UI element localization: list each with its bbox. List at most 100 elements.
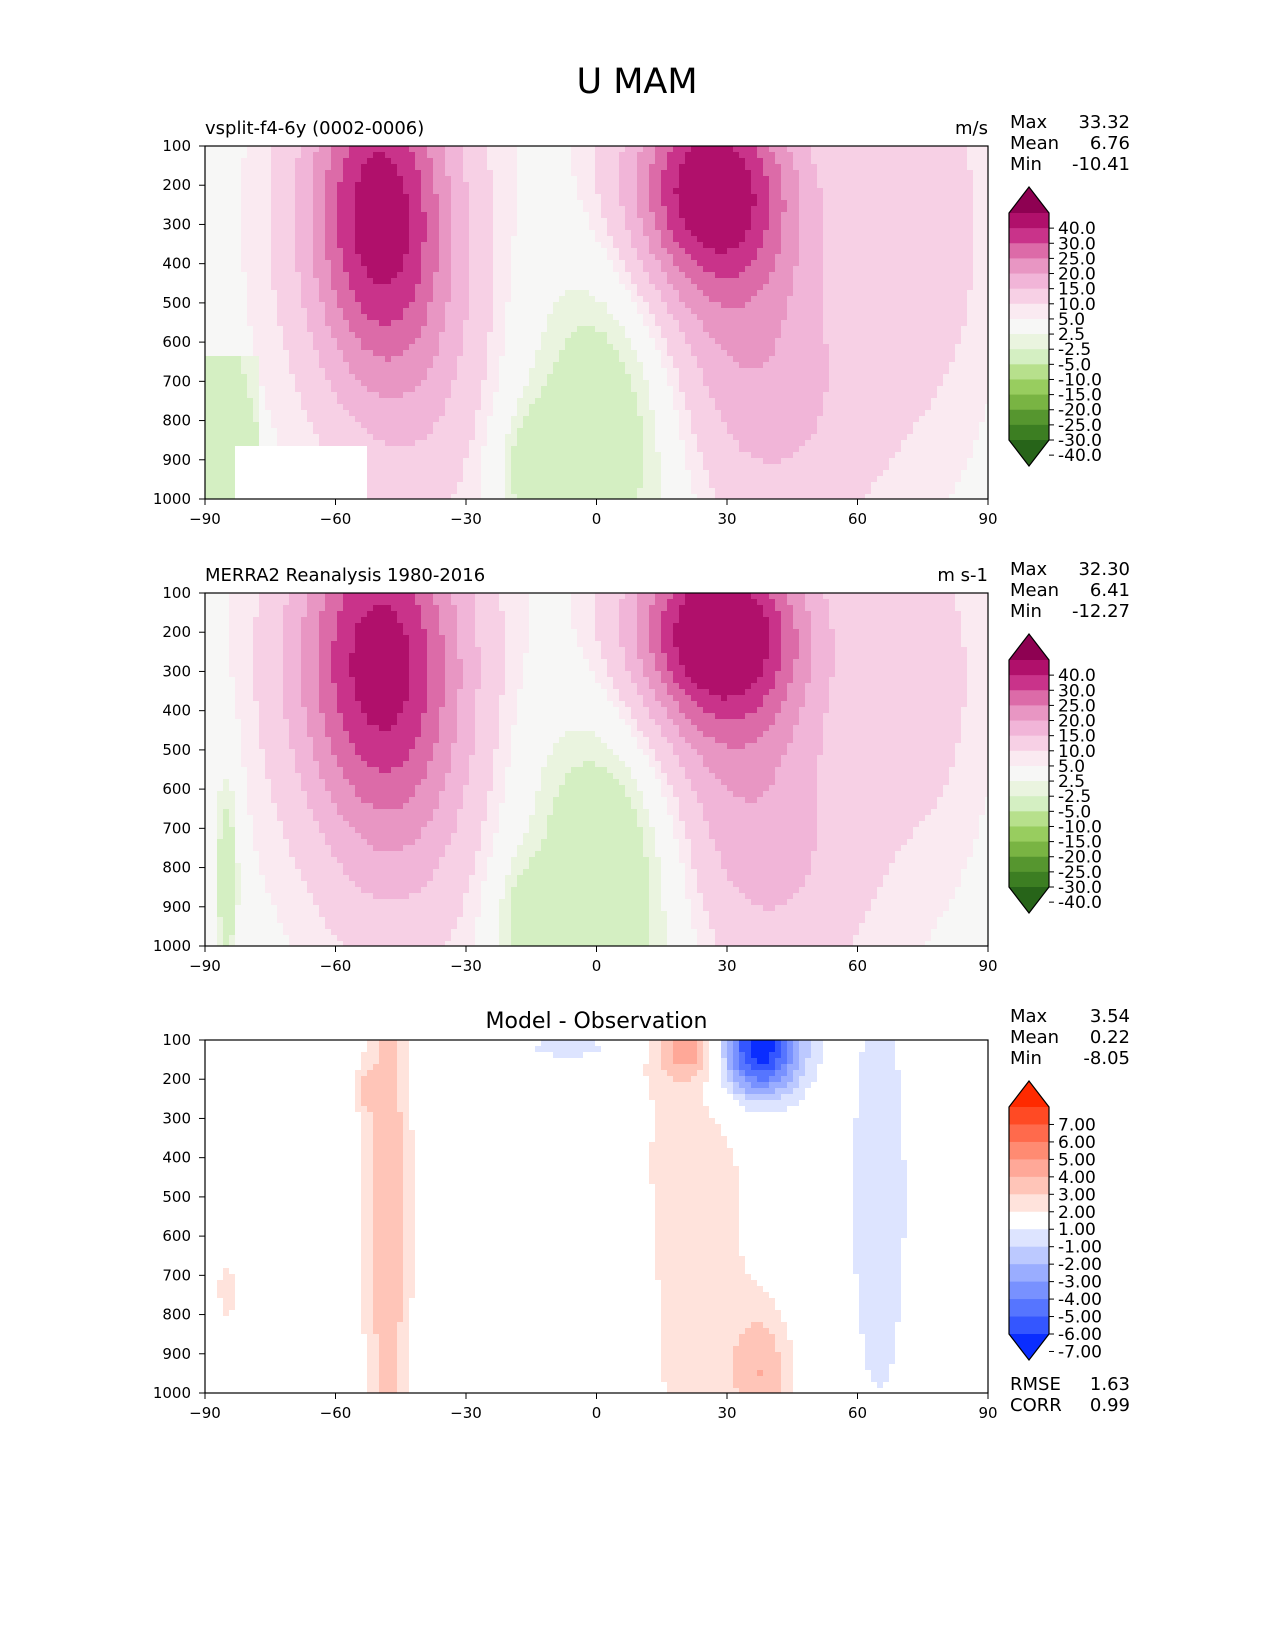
- colorbar-label: 5.0: [1058, 757, 1085, 777]
- colorbar-label: -40.0: [1058, 893, 1102, 913]
- colorbar-segment: [1009, 1316, 1049, 1335]
- contour-field: [205, 1040, 989, 1394]
- colorbar-label: -10.0: [1058, 370, 1102, 390]
- colorbar-segment: [1009, 228, 1049, 244]
- colorbar-label: -20.0: [1058, 401, 1102, 421]
- colorbar-label: 7.00: [1058, 1115, 1096, 1135]
- colorbar-segment: [1009, 720, 1049, 737]
- y-tick-label: 900: [162, 898, 191, 916]
- colorbar-segment: [1009, 705, 1049, 722]
- colorbar-segment: [1009, 1176, 1049, 1195]
- panel-units: m/s: [955, 118, 988, 139]
- stat-value: 33.32: [1078, 112, 1130, 133]
- colorbar-label: 40.0: [1058, 666, 1096, 686]
- colorbar-segment: [1009, 243, 1049, 259]
- x-tick-label: −30: [450, 510, 482, 528]
- colorbar-segment: [1009, 288, 1049, 305]
- stat-label: Max: [1010, 112, 1048, 133]
- stat-label: Min: [1010, 154, 1042, 175]
- colorbar-label: -30.0: [1058, 878, 1102, 898]
- colorbar-segment: [1009, 394, 1049, 411]
- stat-label: Min: [1010, 601, 1042, 622]
- stat-label: Mean: [1010, 1027, 1059, 1048]
- colorbar-segment: [1009, 1281, 1049, 1300]
- x-tick-label: −60: [320, 1404, 352, 1422]
- y-tick-label: 300: [162, 1109, 191, 1127]
- colorbar-segment: [1009, 424, 1049, 441]
- colorbar-segment: [1009, 364, 1049, 380]
- y-tick-label: 600: [162, 1227, 191, 1245]
- colorbar-segment: [1009, 1211, 1049, 1230]
- colorbar-segment: [1009, 318, 1049, 335]
- colorbar-segment: [1009, 273, 1049, 290]
- panels: −90 −60 −30 0 30 60 90100200300400500600700800…: [153, 112, 1130, 1422]
- colorbar: 40.030.025.020.015.010.05.02.5-2.5-5.0-1…: [1008, 186, 1102, 467]
- colorbar-label: 5.0: [1058, 310, 1085, 330]
- y-tick-label: 800: [162, 412, 191, 430]
- colorbar-segment: [1009, 258, 1049, 275]
- stat-label: Min: [1010, 1048, 1042, 1069]
- colorbar-label: 30.0: [1058, 681, 1096, 701]
- x-tick-label: 30: [717, 1404, 736, 1422]
- stat-label: Mean: [1010, 133, 1059, 154]
- colorbar-segment: [1009, 675, 1049, 691]
- colorbar-label: -5.0: [1058, 355, 1091, 375]
- stat-label: RMSE: [1010, 1374, 1061, 1395]
- colorbar-segment: [1009, 1124, 1049, 1143]
- colorbar-label: 5.00: [1058, 1150, 1096, 1170]
- stat-value: 6.41: [1090, 580, 1130, 601]
- y-tick-label: 1000: [153, 1384, 191, 1402]
- y-tick-label: 300: [162, 662, 191, 680]
- colorbar-label: 15.0: [1058, 727, 1096, 747]
- colorbar-label: 30.0: [1058, 234, 1096, 254]
- colorbar-segment: [1009, 1299, 1049, 1318]
- stat-label: Mean: [1010, 580, 1059, 601]
- stat-value: 0.22: [1090, 1027, 1130, 1048]
- panel-3: −90 −60 −30 0 30 60 90 100 200 300 400 500 600 700 800…: [153, 1006, 1130, 1422]
- x-tick-label: 90: [978, 1404, 997, 1422]
- x-tick-label: 60: [848, 510, 867, 528]
- colorbar-label: 3.00: [1058, 1185, 1096, 1205]
- stat-value: 32.30: [1078, 559, 1130, 580]
- panel-units: m s-1: [937, 565, 988, 586]
- y-tick-label: 100: [162, 137, 191, 155]
- x-tick-label: 30: [717, 957, 736, 975]
- colorbar-segment: [1009, 826, 1049, 843]
- colorbar-label: -40.0: [1058, 446, 1102, 466]
- x-tick-label: 60: [848, 1404, 867, 1422]
- y-tick-label: 1000: [153, 937, 191, 955]
- y-tick-label: 600: [162, 780, 191, 798]
- colorbar-label: 2.5: [1058, 772, 1085, 792]
- y-tick-label: 500: [162, 741, 191, 759]
- colorbar-segment: [1009, 1264, 1049, 1283]
- y-tick-label: 200: [162, 176, 191, 194]
- colorbar-segment: [1009, 1141, 1049, 1160]
- colorbar-min-arrow: [1009, 1334, 1049, 1360]
- x-tick-label: 90: [978, 510, 997, 528]
- stat-value: 1.63: [1090, 1374, 1130, 1395]
- x-tick-label: −30: [450, 1404, 482, 1422]
- colorbar-segment: [1009, 765, 1049, 782]
- colorbar-segment: [1009, 349, 1049, 365]
- y-tick-label: 700: [162, 819, 191, 837]
- x-tick-label: −60: [320, 510, 352, 528]
- y-tick-label: 100: [162, 1031, 191, 1049]
- colorbar-segment: [1009, 1246, 1049, 1265]
- colorbar-label: 25.0: [1058, 696, 1096, 716]
- colorbar-segment: [1009, 841, 1049, 858]
- colorbar-segment: [1009, 750, 1049, 767]
- stat-value: -8.05: [1083, 1048, 1130, 1069]
- colorbar-label: 20.0: [1058, 265, 1096, 285]
- colorbar-segment: [1009, 1159, 1049, 1178]
- colorbar-label: 1.00: [1058, 1220, 1096, 1240]
- colorbar-label: -2.5: [1058, 787, 1091, 807]
- colorbar-segment: [1009, 660, 1049, 676]
- colorbar-label: 25.0: [1058, 249, 1096, 269]
- panel-1: −90 −60 −30 0 30 60 90 100 200 300 400 500 600 700 800…: [153, 112, 1130, 528]
- colorbar-label: 2.5: [1058, 325, 1085, 345]
- y-tick-label: 300: [162, 215, 191, 233]
- panel-2: −90 −60 −30 0 30 60 90 100 200 300 400 500 600 700 800…: [153, 559, 1130, 975]
- contour-field: [205, 593, 989, 947]
- colorbar-label: 4.00: [1058, 1168, 1096, 1188]
